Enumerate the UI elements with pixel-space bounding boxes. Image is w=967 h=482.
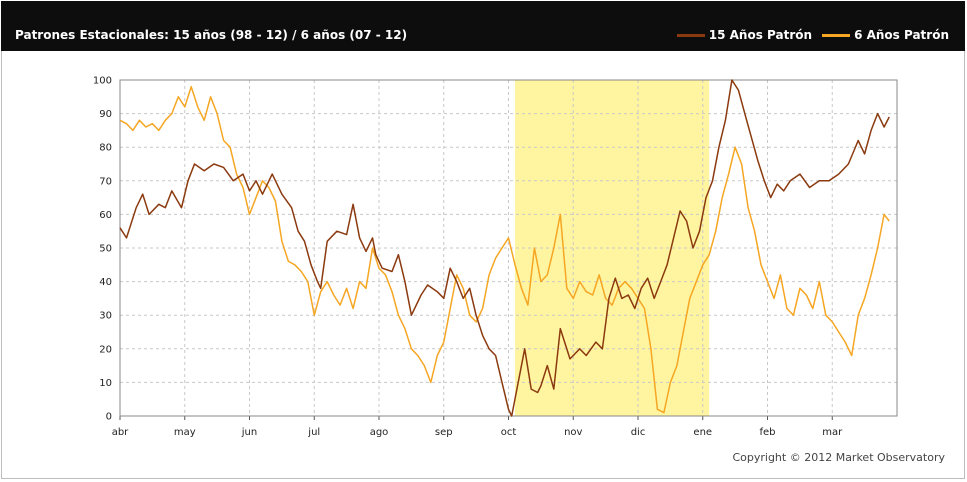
x-tick-label: sep [435,427,453,438]
legend-label-15: 15 Años Patrón [708,28,813,42]
legend-item-15[interactable]: 15 Años Patrón [676,28,813,42]
y-tick-label: 80 [99,143,112,154]
y-tick-label: 0 [106,412,112,423]
legend-item-6[interactable]: 6 Años Patrón [822,28,949,42]
x-tick-label: ene [693,427,712,438]
series-line-15 [119,79,890,417]
x-tick-label: nov [564,427,582,438]
plot-border [119,79,898,417]
x-tick-label: oct [501,427,517,438]
legend-label-6: 6 Años Patrón [854,28,949,42]
y-tick-label: 10 [99,378,112,389]
x-tick-label: jul [307,427,320,438]
legend-swatch-6 [822,33,851,37]
chart-header: Patrones Estacionales: 15 años (98 - 12)… [1,1,965,51]
y-tick-label: 70 [99,176,112,187]
x-tick-label: abr [112,427,129,438]
y-tick-label: 20 [99,344,112,355]
copyright-text: Copyright © 2012 Market Observatory [732,451,945,464]
x-tick-label: mar [822,427,843,438]
x-tick-label: dic [631,427,646,438]
x-tick-label: ago [370,427,389,438]
chart-legend: 15 Años Patrón 6 Años Patrón [676,28,949,42]
series-line-6 [119,85,890,414]
x-tick-label: jun [241,427,257,438]
y-tick-label: 50 [99,244,112,255]
legend-swatch-15 [676,33,705,37]
y-tick-label: 90 [99,109,112,120]
y-tick-label: 60 [99,210,112,221]
y-tick-label: 40 [99,277,112,288]
x-tick-label: feb [759,427,775,438]
y-tick-label: 100 [93,76,112,87]
y-tick-label: 30 [99,311,112,322]
chart-title: Patrones Estacionales: 15 años (98 - 12)… [15,28,408,42]
x-tick-label: may [174,427,196,438]
